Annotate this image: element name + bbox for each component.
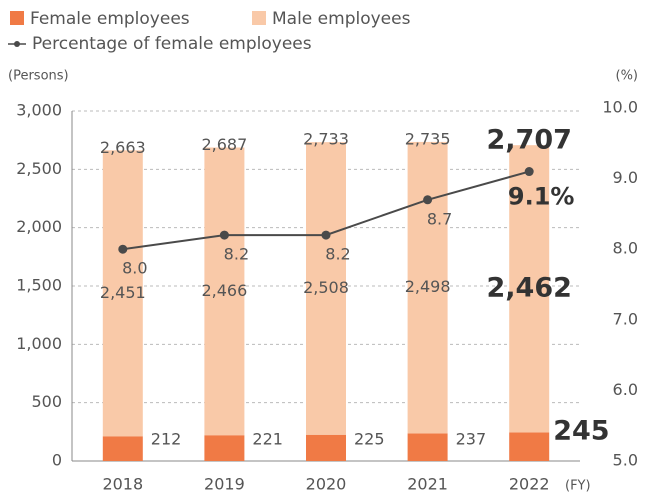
y2-tick-label: 9.0 [613, 168, 638, 187]
y2-tick-label: 6.0 [613, 380, 638, 399]
y2-tick-label: 7.0 [613, 309, 638, 328]
total-label: 2,663 [100, 138, 146, 157]
female-label: 237 [456, 430, 487, 449]
bar-female [509, 432, 550, 461]
bar-female [204, 435, 245, 461]
male-label: 2,508 [303, 278, 349, 297]
y-tick-label: 2,500 [16, 159, 62, 178]
bar-male [306, 142, 346, 435]
male-label: 2,498 [405, 277, 451, 296]
y-tick-label: 3,000 [16, 101, 62, 120]
x-unit: (FY) [565, 479, 591, 494]
total-label: 2,733 [303, 130, 349, 149]
y2-tick-label: 8.0 [613, 239, 638, 258]
y2-axis-label: (%) [616, 69, 639, 84]
x-tick-label: 2020 [306, 475, 347, 494]
bar-male [407, 141, 448, 434]
y-tick-label: 2,000 [16, 217, 62, 236]
female-label: 212 [151, 430, 182, 449]
line-marker [423, 195, 433, 205]
percent-label: 8.2 [224, 245, 249, 264]
female-label: 225 [354, 430, 385, 449]
male-label: 2,462 [486, 272, 571, 303]
x-tick-label: 2021 [407, 475, 448, 494]
bar-female [407, 433, 448, 461]
bar-male [204, 147, 245, 436]
y-tick-label: 1,500 [16, 276, 62, 295]
bar-male [509, 145, 550, 433]
bar-male [102, 150, 143, 437]
y2-tick-label: 10.0 [602, 98, 638, 117]
legend-label: Female employees [30, 9, 190, 29]
legend-label: Percentage of female employees [32, 34, 312, 54]
total-label: 2,735 [405, 129, 451, 148]
percent-label: 8.0 [122, 259, 147, 278]
female-label: 245 [553, 416, 609, 447]
line-marker [219, 230, 229, 240]
line-marker [118, 244, 128, 254]
bar-female [306, 434, 346, 461]
y-tick-label: 500 [31, 392, 62, 411]
x-tick-label: 2019 [204, 475, 245, 494]
x-tick-label: 2018 [102, 475, 143, 494]
percent-label: 8.7 [427, 209, 452, 228]
total-label: 2,687 [201, 135, 247, 154]
line-marker [524, 167, 534, 177]
line-marker [321, 230, 331, 240]
legend-marker [14, 41, 20, 47]
y-axis-label: (Persons) [8, 69, 69, 84]
y-tick-label: 0 [52, 451, 62, 470]
male-label: 2,466 [201, 281, 247, 300]
total-label: 2,707 [486, 125, 571, 156]
legend-swatch [252, 11, 266, 25]
y2-tick-label: 5.0 [613, 451, 638, 470]
percent-label: 8.2 [325, 245, 350, 264]
male-label: 2,451 [100, 283, 146, 302]
y-tick-label: 1,000 [16, 334, 62, 353]
female-label: 221 [252, 430, 283, 449]
x-tick-label: 2022 [509, 475, 550, 494]
legend-swatch [10, 11, 24, 25]
percent-label: 9.1% [508, 183, 575, 211]
bar-female [102, 436, 143, 461]
legend-label: Male employees [272, 9, 411, 29]
